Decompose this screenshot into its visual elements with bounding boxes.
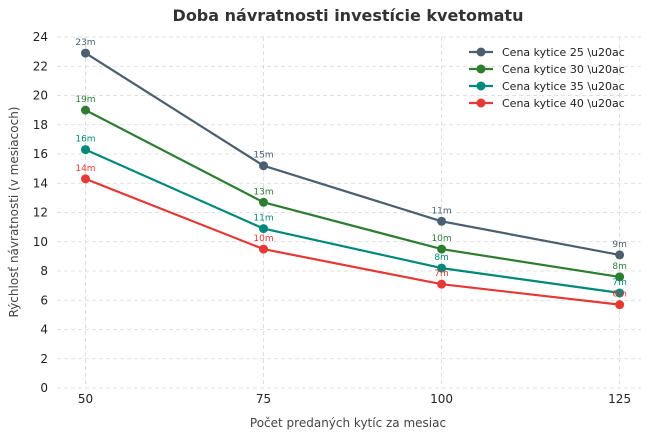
legend-marker xyxy=(477,48,486,57)
x-tick-label: 50 xyxy=(78,392,93,406)
data-label: 10m xyxy=(253,234,273,244)
y-tick-label: 22 xyxy=(33,59,48,73)
data-point xyxy=(81,49,90,58)
legend-item: Cena kytice 35 \u20ac xyxy=(469,80,625,93)
data-label: 23m xyxy=(75,38,95,48)
data-labels: 23m 15m 11m 9m 19m 13m 10m 8m 16m 11m 8m 7m 14m 10m 7m… xyxy=(75,38,627,300)
data-label: 10m xyxy=(431,234,451,244)
data-point xyxy=(81,145,90,154)
y-tick-label: 10 xyxy=(33,235,48,249)
y-tick-label: 8 xyxy=(40,264,48,278)
data-label: 6m xyxy=(612,290,627,300)
data-point xyxy=(81,174,90,183)
data-point xyxy=(615,250,624,259)
data-point xyxy=(437,280,446,289)
y-tick-label: 4 xyxy=(40,323,48,337)
data-label: 16m xyxy=(75,135,95,145)
data-label: 14m xyxy=(75,164,95,174)
legend-marker xyxy=(477,99,486,108)
data-point xyxy=(259,224,268,233)
x-tick-label: 100 xyxy=(430,392,453,406)
series-line xyxy=(86,150,620,293)
data-point xyxy=(437,217,446,226)
y-tick-label: 2 xyxy=(40,352,48,366)
data-point xyxy=(81,106,90,115)
legend-label: Cena kytice 35 \u20ac xyxy=(502,80,625,93)
legend-label: Cena kytice 40 \u20ac xyxy=(502,97,625,110)
data-label: 7m xyxy=(434,269,449,279)
legend-item: Cena kytice 30 \u20ac xyxy=(469,63,625,76)
y-tick-label: 18 xyxy=(33,118,48,132)
x-axis-ticks: 50 75 100 125 xyxy=(78,392,631,406)
data-point xyxy=(259,161,268,170)
legend-item: Cena kytice 40 \u20ac xyxy=(469,97,625,110)
data-label: 8m xyxy=(434,253,449,263)
data-label: 13m xyxy=(253,187,273,197)
y-tick-label: 12 xyxy=(33,206,48,220)
x-tick-label: 75 xyxy=(256,392,271,406)
y-tick-label: 24 xyxy=(33,30,48,44)
legend-marker xyxy=(477,82,486,91)
y-tick-label: 20 xyxy=(33,89,48,103)
legend-marker xyxy=(477,65,486,74)
y-axis-label: Rýchlosť návratnosti (v mesiacoch) xyxy=(7,107,21,318)
data-label: 7m xyxy=(612,278,627,288)
data-point xyxy=(259,245,268,254)
y-tick-label: 16 xyxy=(33,147,48,161)
x-tick-label: 125 xyxy=(608,392,631,406)
data-label: 8m xyxy=(612,262,627,272)
y-tick-label: 6 xyxy=(40,293,48,307)
legend: Cena kytice 25 \u20ac Cena kytice 30 \u20… xyxy=(469,46,625,110)
data-label: 11m xyxy=(431,206,451,216)
data-label: 9m xyxy=(612,240,627,250)
data-point xyxy=(615,300,624,309)
data-label: 19m xyxy=(75,95,95,105)
series-3 xyxy=(81,145,624,297)
legend-item: Cena kytice 25 \u20ac xyxy=(469,46,625,59)
y-tick-label: 14 xyxy=(33,176,48,190)
y-tick-label: 0 xyxy=(40,381,48,395)
legend-label: Cena kytice 30 \u20ac xyxy=(502,63,625,76)
legend-label: Cena kytice 25 \u20ac xyxy=(502,46,625,59)
x-axis-label: Počet predaných kytíc za mesiac xyxy=(250,416,446,430)
chart-title: Doba návratnosti investície kvetomatu xyxy=(173,6,524,25)
data-point xyxy=(259,198,268,207)
data-label: 15m xyxy=(253,151,273,161)
data-label: 11m xyxy=(253,214,273,224)
